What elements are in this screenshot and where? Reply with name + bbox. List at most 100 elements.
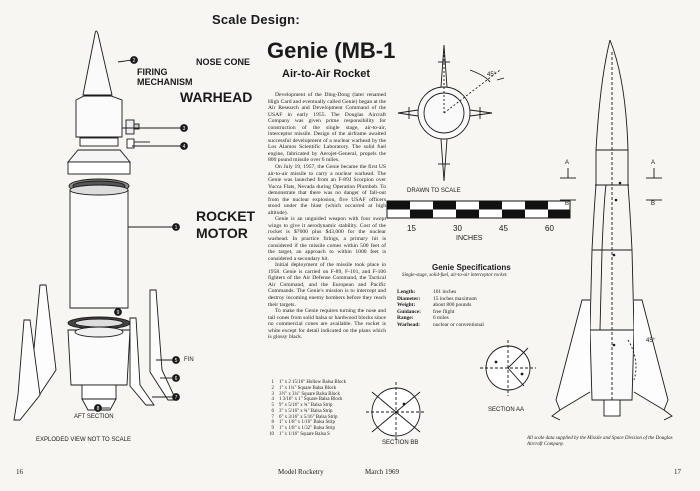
motor-label: MOTOR <box>196 225 248 241</box>
part-description: 9" x 5/16" x ¾" Balsa Strip <box>279 403 333 408</box>
aft-section-label: AFT SECTION <box>74 414 114 420</box>
data-credit: All scale data supplied by the Missile a… <box>527 436 673 447</box>
spec-value: about 800 pounds <box>433 302 472 309</box>
section-mark-a: A <box>565 160 570 166</box>
part-description: 6" x 3/16" x 5/16" Balsa Strip <box>279 414 338 420</box>
parts-row: 10 1" x 1/16" Square Balsa S <box>260 432 346 438</box>
parts-row: 5 9" x 5/16" x ¾" Balsa Strip <box>260 403 346 409</box>
parts-row: 2 1" x 1¼" Square Balsa Block <box>260 386 346 392</box>
article-subtitle: Air-to-Air Rocket <box>282 68 371 80</box>
magazine-name: Model Rocketry <box>278 468 324 476</box>
spec-value: free flight <box>433 308 455 315</box>
spec-row: Range: 6 miles <box>397 315 484 322</box>
callout-number: 6 <box>175 376 178 382</box>
part-number: 5 <box>271 403 274 408</box>
spec-key: Length: <box>397 289 416 295</box>
part-number: 1 <box>271 380 274 385</box>
spec-key: Guidance: <box>397 308 421 315</box>
section-aa-label: SECTION AA <box>488 407 525 413</box>
scale-design-header: Scale Design: <box>212 12 300 27</box>
part-number: 10 <box>269 431 274 437</box>
callout-number: 8 <box>97 406 100 412</box>
nose-cone-label: NOSE CONE <box>196 57 251 67</box>
spec-value: 15 inches maximum <box>433 295 477 302</box>
part-description: 3½" x 3¼" Square Balsa Block <box>279 391 340 397</box>
scale-tick: 60 <box>545 224 554 233</box>
specs-table: Length: 101 inches Diameter: 15 inches max… <box>397 289 484 329</box>
side-angle-label: 45° <box>646 338 656 344</box>
callout-number: 9 <box>117 310 120 316</box>
part-description: 1 3/16" x 1" Square Balsa Block <box>279 397 343 403</box>
top-angle-label: 45° <box>487 72 497 78</box>
firing-label: FIRING <box>137 67 168 77</box>
article-paragraph: Genie is an unguided weapon with four sw… <box>268 216 386 262</box>
page-number-left: 16 <box>16 468 23 476</box>
parts-row: 9 1" x 1/8" x 1/32" Balsa Strip <box>260 426 346 432</box>
issue-date: March 1969 <box>365 468 400 476</box>
spec-key: Weight: <box>397 302 416 309</box>
spec-row: Diameter: 15 inches maximum <box>397 296 484 303</box>
part-description: 1" x 2 15/16" Hollow Balsa Block <box>279 380 347 385</box>
scale-tick: 15 <box>407 224 416 233</box>
parts-row: 8 1" x 1/8" x 1/16" Balsa Strip <box>260 420 346 426</box>
callout-number: 7 <box>175 395 178 401</box>
spec-value: nuclear or conventional <box>433 321 484 328</box>
part-number: 6 <box>271 408 274 414</box>
exploded-view-caption: EXPLODED VIEW NOT TO SCALE <box>36 437 132 443</box>
fin-label: FIN <box>184 357 194 363</box>
rocket-label: ROCKET <box>196 208 256 224</box>
article-body: Development of the Ding-Dong (later rena… <box>268 92 386 341</box>
part-number: 3 <box>271 391 274 397</box>
drawn-to-scale-label: DRAWN TO SCALE <box>407 188 461 194</box>
parts-row: 3 3½" x 3¼" Square Balsa Block <box>260 392 346 398</box>
callout-number: 4 <box>183 144 186 150</box>
spec-row: Guidance: free flight <box>397 309 484 316</box>
part-description: 1" x 1/16" Square Balsa S <box>279 431 330 437</box>
specs-title: Genie Specifications <box>432 263 511 272</box>
parts-row: 6 3" x 5/16" x ¾" Balsa Strip <box>260 409 346 415</box>
part-number: 8 <box>271 420 274 426</box>
part-description: 3" x 5/16" x ¾" Balsa Strip <box>279 408 333 414</box>
page-number-right: 17 <box>674 468 681 476</box>
part-description: 1" x 1/8" x 1/16" Balsa Strip <box>279 420 335 426</box>
spec-value: 101 inches <box>433 289 457 295</box>
part-description: 1" x 1/8" x 1/32" Balsa Strip <box>279 426 335 431</box>
callout-number: 1 <box>175 225 178 231</box>
section-mark-b: B <box>651 201 656 207</box>
inches-label: INCHES <box>456 235 483 242</box>
parts-list: 1 1" x 2 15/16" Hollow Balsa Block 2 1" x … <box>260 380 346 438</box>
parts-row: 4 1 3/16" x 1" Square Balsa Block <box>260 397 346 403</box>
section-mark-b: B <box>565 201 570 207</box>
callout-number: 3 <box>183 126 186 132</box>
part-number: 2 <box>271 385 274 391</box>
scale-tick: 45 <box>499 224 508 233</box>
mechanism-label: MECHANISM <box>137 77 193 87</box>
spec-key: Range: <box>397 315 414 322</box>
spec-row: Warhead: nuclear or conventional <box>397 322 484 329</box>
scale-tick: 30 <box>453 224 462 233</box>
article-paragraph: To make the Genie requires turning the n… <box>268 308 386 341</box>
callout-number: 2 <box>133 58 136 64</box>
parts-row: 1 1" x 2 15/16" Hollow Balsa Block <box>260 380 346 386</box>
spec-key: Diameter: <box>397 295 421 302</box>
article-paragraph: On July 19, 1957, the Genie became the f… <box>268 164 386 216</box>
spec-key: Warhead: <box>397 321 421 328</box>
specs-subtitle: Single-stage, solid-fuel, air-to-air int… <box>402 273 508 278</box>
article-title: Genie (MB-1 <box>267 38 396 63</box>
parts-row: 7 6" x 3/16" x 5/16" Balsa Strip <box>260 415 346 421</box>
spec-value: 6 miles <box>433 315 449 322</box>
part-description: 1" x 1¼" Square Balsa Block <box>279 385 337 391</box>
part-number: 4 <box>271 397 274 403</box>
part-number: 9 <box>271 426 274 431</box>
callout-number: 5 <box>175 358 178 364</box>
section-mark-a: A <box>651 160 656 166</box>
article-paragraph: Development of the Ding-Dong (later rena… <box>268 92 386 164</box>
spec-row: Weight: about 800 pounds <box>397 302 484 309</box>
warhead-label: WARHEAD <box>180 89 253 105</box>
